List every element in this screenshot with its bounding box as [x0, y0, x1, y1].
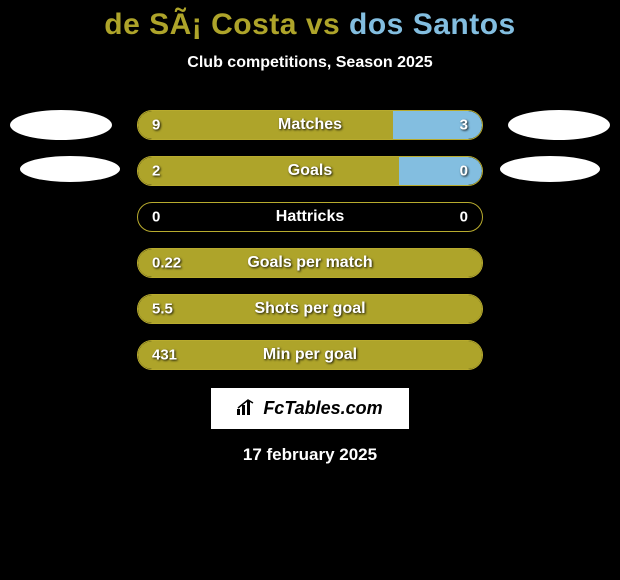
stat-value-right: 0: [460, 163, 468, 180]
bar-segment-left: [138, 157, 399, 185]
player1-name: de SÃ¡ Costa: [104, 8, 297, 41]
stat-row: 0 0 Hattricks: [0, 202, 620, 232]
player2-avatar-ellipse: [508, 110, 610, 140]
stat-label: Shots per goal: [254, 300, 365, 318]
stat-label: Matches: [278, 116, 342, 134]
stat-bar: 2 0 Goals: [137, 156, 483, 186]
stat-row: 9 3 Matches: [0, 110, 620, 140]
stat-row: 431 Min per goal: [0, 340, 620, 370]
player2-avatar-ellipse: [500, 156, 600, 182]
stat-bar: 0 0 Hattricks: [137, 202, 483, 232]
bar-segment-right: [393, 111, 482, 139]
player1-avatar-ellipse: [10, 110, 112, 140]
player2-name: dos Santos: [349, 8, 516, 41]
stat-rows: 9 3 Matches 2 0 Goals 0 0 Hattricks 0.22 Goals per…: [0, 110, 620, 370]
player1-avatar-ellipse: [20, 156, 120, 182]
stat-bar: 431 Min per goal: [137, 340, 483, 370]
stat-row: 2 0 Goals: [0, 156, 620, 186]
bar-segment-right: [399, 157, 482, 185]
logo-text: FcTables.com: [263, 398, 382, 419]
subtitle: Club competitions, Season 2025: [187, 54, 432, 72]
stat-label: Goals per match: [247, 254, 372, 272]
stat-label: Min per goal: [263, 346, 357, 364]
stat-bar: 9 3 Matches: [137, 110, 483, 140]
stat-value-right: 0: [460, 209, 468, 226]
stat-value-left: 0: [152, 209, 160, 226]
stat-value-left: 0.22: [152, 255, 181, 272]
stat-value-left: 5.5: [152, 301, 173, 318]
stat-value-right: 3: [460, 117, 468, 134]
stat-row: 0.22 Goals per match: [0, 248, 620, 278]
stat-value-left: 431: [152, 347, 177, 364]
bar-segment-left: [138, 111, 393, 139]
date-label: 17 february 2025: [243, 445, 377, 465]
stat-label: Hattricks: [276, 208, 344, 226]
stat-label: Goals: [288, 162, 332, 180]
stat-value-left: 9: [152, 117, 160, 134]
comparison-infographic: de SÃ¡ Costa vs dos Santos Club competit…: [0, 0, 620, 580]
stat-bar: 0.22 Goals per match: [137, 248, 483, 278]
chart-icon: [237, 399, 257, 418]
stat-value-left: 2: [152, 163, 160, 180]
logo-badge: FcTables.com: [211, 388, 408, 429]
stat-bar: 5.5 Shots per goal: [137, 294, 483, 324]
vs-label: vs: [306, 8, 340, 41]
stat-row: 5.5 Shots per goal: [0, 294, 620, 324]
page-title: de SÃ¡ Costa vs dos Santos: [104, 8, 515, 42]
